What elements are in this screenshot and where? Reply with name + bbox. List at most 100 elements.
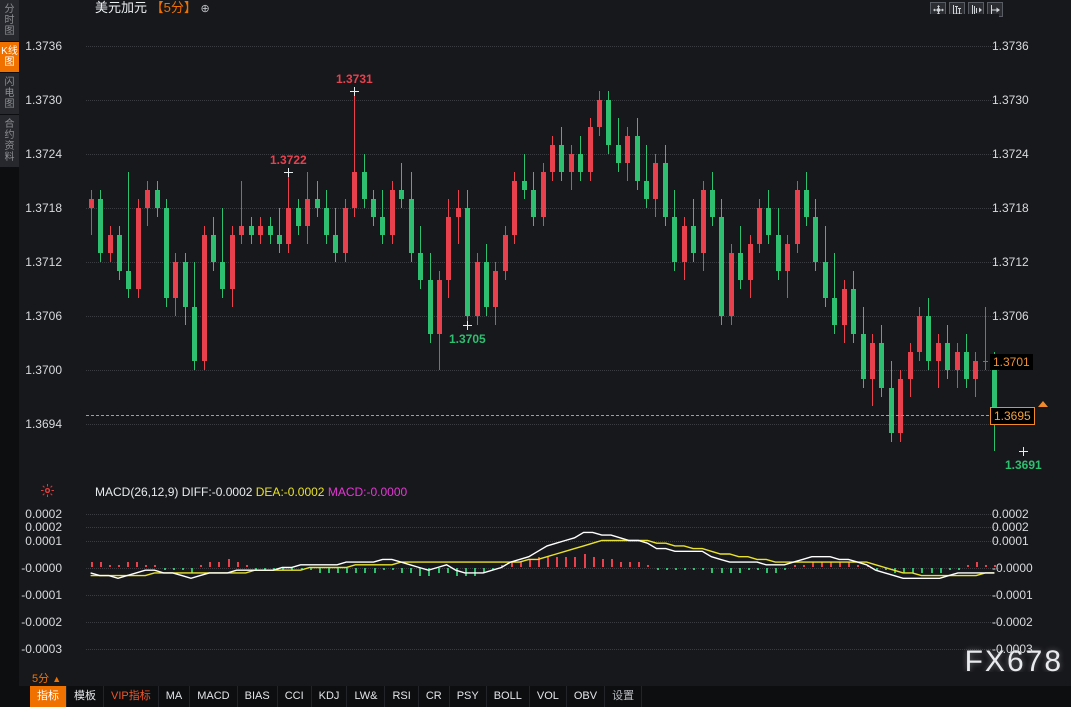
macd-histogram-bar [447, 567, 449, 573]
indicator-settings-sun-icon[interactable] [41, 484, 54, 497]
macd-tick-right-5: -0.0002 [992, 614, 1033, 629]
price-tick-right-0: 1.3736 [992, 38, 1029, 53]
swing-marker-crosshair [463, 321, 472, 331]
macd-macd-value: MACD:-0.0000 [327, 485, 408, 499]
macd-name: MACD(26,12,9) [95, 485, 179, 499]
macd-histogram-bar [218, 562, 220, 568]
gridline-price-7 [86, 424, 999, 426]
toolbar-item-VOL[interactable]: VOL [530, 686, 567, 707]
toolbar-item-PSY[interactable]: PSY [450, 686, 487, 707]
macd-tick-left-0: 0.0002 [25, 506, 62, 521]
macd-tick-left-3: -0.0000 [21, 560, 62, 575]
macd-histogram-bar [593, 556, 595, 568]
macd-histogram-bar [438, 567, 440, 573]
price-annotation: 1.3691 [1005, 458, 1042, 473]
sidebar-item-0[interactable]: 分时图 [0, 0, 19, 42]
macd-histogram-bar [310, 567, 312, 571]
macd-histogram-bar [766, 567, 768, 573]
macd-histogram-bar [136, 562, 138, 568]
macd-tick-left-2: 0.0001 [25, 533, 62, 548]
price-tick-left-6: 1.3700 [25, 363, 62, 378]
macd-histogram-bar [784, 567, 786, 571]
swing-marker-crosshair [350, 86, 359, 96]
period-label: 【5分】 [150, 0, 197, 15]
gridline-price-1 [86, 99, 999, 101]
swing-marker-crosshair [284, 167, 293, 177]
price-tick-left-3: 1.3718 [25, 200, 62, 215]
toolbar-item-LW&[interactable]: LW& [347, 686, 386, 707]
toolbar-item-OBV[interactable]: OBV [567, 686, 606, 707]
toolbar-item-设置[interactable]: 设置 [605, 686, 643, 707]
macd-histogram-bar [410, 567, 412, 573]
toolbar-item-VIP指标[interactable]: VIP指标 [104, 686, 159, 707]
macd-histogram-bar [848, 562, 850, 568]
gridline-macd-5 [86, 621, 999, 623]
macd-histogram-bar [803, 564, 805, 568]
macd-tick-right-2: 0.0001 [992, 533, 1029, 548]
last-price-line [86, 415, 999, 417]
toolbar-item-CCI[interactable]: CCI [278, 686, 312, 707]
chart-area: 美元加元 【5分】 ⊕ [19, 0, 1071, 707]
macd-histogram-bar [346, 567, 348, 573]
macd-histogram-bar [684, 567, 686, 571]
macd-histogram-bar [246, 564, 248, 568]
macd-indicator-header: MACD(26,12,9) DIFF:-0.0002 DEA:-0.0002 M… [95, 486, 407, 499]
last-price-marker-icon [1038, 401, 1048, 408]
toolbar-item-MACD[interactable]: MACD [190, 686, 238, 707]
toolbar-item-KDJ[interactable]: KDJ [312, 686, 348, 707]
macd-histogram-bar [273, 567, 275, 571]
macd-histogram-bar [337, 567, 339, 573]
macd-histogram-bar [821, 562, 823, 568]
toolbar-item-指标[interactable]: 指标 [30, 686, 67, 707]
macd-histogram-bar [638, 562, 640, 568]
macd-histogram-bar [355, 567, 357, 573]
macd-histogram-bar [757, 567, 759, 571]
macd-tick-left-5: -0.0002 [21, 614, 62, 629]
period-arrow-icon: ▲ [52, 674, 62, 684]
price-tick-left-0: 1.3736 [25, 38, 62, 53]
prev-close-price-tag[interactable]: 1.3701 [990, 354, 1033, 371]
price-candlestick-plot[interactable]: 1.3722 1.3731 1.3705 1.3691 [86, 14, 1042, 474]
macd-tick-left-4: -0.0001 [21, 587, 62, 602]
toolbar-item-CR[interactable]: CR [419, 686, 450, 707]
sidebar-item-2[interactable]: 闪电图 [0, 73, 19, 115]
toolbar-item-MA[interactable]: MA [159, 686, 191, 707]
move-tool-icon[interactable] [930, 2, 946, 17]
macd-histogram-bar [374, 567, 376, 573]
macd-histogram-bar [483, 567, 485, 573]
price-tick-left-5: 1.3706 [25, 309, 62, 324]
period-bar: 5分 ▲ [19, 672, 1071, 686]
toolbar-item-BOLL[interactable]: BOLL [487, 686, 530, 707]
last-price-tag[interactable]: 1.3695 [990, 407, 1035, 426]
macd-histogram-bar [538, 556, 540, 568]
macd-histogram-bar [876, 567, 878, 571]
macd-histogram-bar [511, 562, 513, 568]
macd-histogram-bar [465, 567, 467, 576]
price-tick-right-1: 1.3730 [992, 92, 1029, 107]
period-indicator[interactable]: 5分 ▲ [32, 672, 61, 686]
toolbar-item-模板[interactable]: 模板 [67, 686, 104, 707]
macd-histogram-bar [967, 564, 969, 568]
price-tick-left-1: 1.3730 [25, 92, 62, 107]
macd-tick-left-6: -0.0003 [21, 641, 62, 656]
macd-histogram-bar [921, 567, 923, 573]
toolbar-item-BIAS[interactable]: BIAS [238, 686, 278, 707]
chart-title: 美元加元 【5分】 ⊕ [95, 1, 210, 16]
macd-histogram-bar [383, 567, 385, 571]
macd-histogram-bar [620, 562, 622, 568]
macd-histogram-bar [301, 567, 303, 571]
gridline-price-5 [86, 316, 999, 318]
macd-histogram-bar [456, 567, 458, 576]
macd-indicator-plot[interactable] [86, 500, 999, 662]
macd-histogram-bar [584, 554, 586, 568]
sidebar-item-1[interactable]: K线图 [0, 42, 19, 73]
macd-histogram-bar [319, 567, 321, 573]
gridline-macd-3 [86, 567, 999, 569]
measure-left-icon[interactable] [949, 2, 965, 17]
macd-histogram-bar [428, 567, 430, 576]
sidebar-item-3[interactable]: 合约资料 [0, 115, 19, 168]
macd-histogram-bar [885, 567, 887, 571]
toolbar-item-RSI[interactable]: RSI [385, 686, 419, 707]
macd-histogram-bar [912, 567, 914, 573]
